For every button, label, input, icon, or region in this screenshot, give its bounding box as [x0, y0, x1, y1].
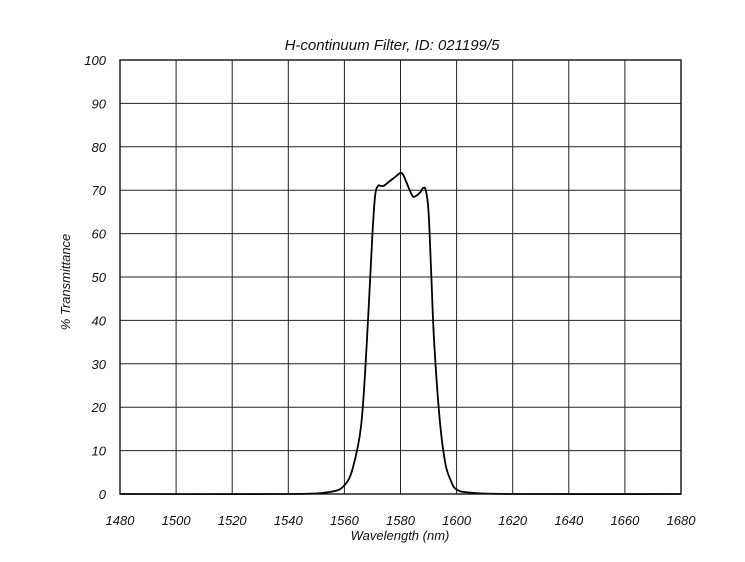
chart-title: H-continuum Filter, ID: 021199/5: [285, 37, 500, 54]
y-tick-label: 60: [92, 227, 107, 242]
y-tick-label: 100: [84, 53, 106, 68]
y-tick-label: 50: [92, 270, 107, 285]
grid-lines: [119, 59, 682, 495]
tick-labels: 1480 1500 1520 1540 1560 1580 1600 1620 1640 1660…: [84, 53, 696, 528]
x-tick-label: 1620: [498, 513, 528, 528]
transmittance-curve: [119, 171, 682, 496]
y-tick-label: 0: [99, 487, 107, 502]
plot-frame: [119, 59, 682, 495]
y-tick-label: 20: [91, 400, 107, 415]
y-tick-label: 40: [92, 313, 107, 328]
x-tick-label: 1640: [554, 513, 584, 528]
x-tick-label: 1520: [218, 513, 248, 528]
y-tick-label: 80: [92, 140, 107, 155]
x-tick-label: 1600: [442, 513, 472, 528]
x-tick-label: 1500: [162, 513, 192, 528]
y-tick-label: 10: [92, 444, 107, 459]
y-tick-label: 70: [92, 183, 107, 198]
x-tick-label: 1660: [610, 513, 640, 528]
y-axis-label: % Transmittance: [58, 234, 73, 331]
x-tick-label: 1540: [274, 513, 304, 528]
x-axis-label: Wavelength (nm): [351, 528, 450, 543]
y-tick-label: 30: [92, 357, 107, 372]
x-tick-label: 1580: [386, 513, 416, 528]
x-tick-label: 1560: [330, 513, 360, 528]
x-tick-label: 1480: [106, 513, 136, 528]
x-tick-label: 1680: [667, 513, 697, 528]
y-tick-label: 90: [92, 96, 107, 111]
series-layer: [119, 171, 682, 496]
